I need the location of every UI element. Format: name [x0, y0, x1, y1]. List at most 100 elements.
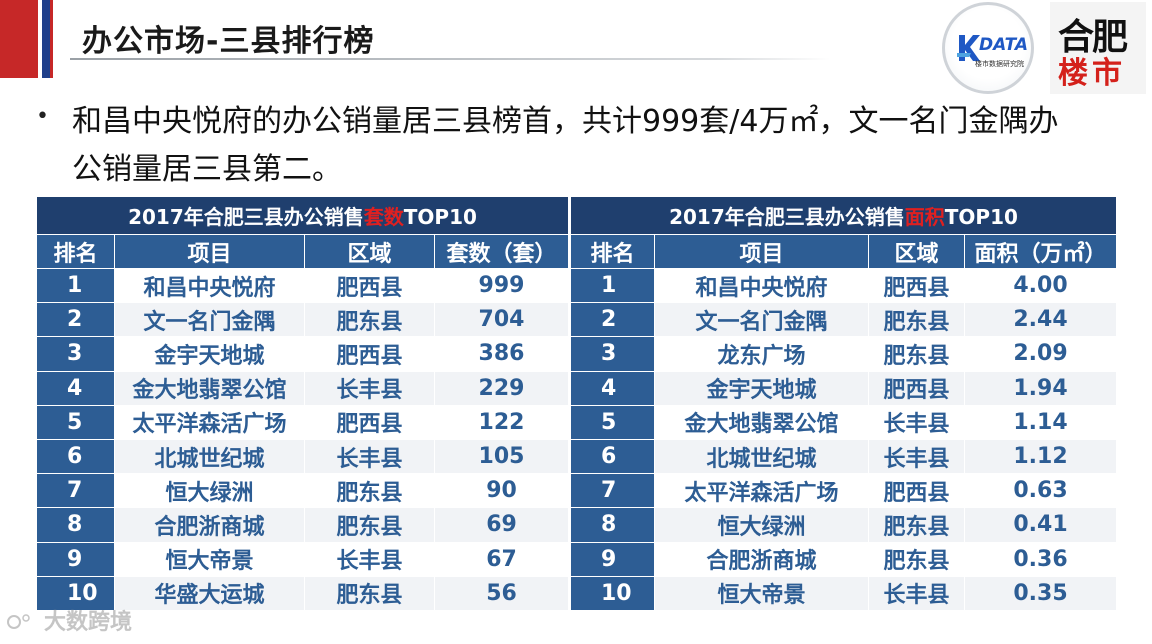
value-cell: 1.94 — [964, 370, 1117, 406]
table-row: 4 金宇天地城 肥西县 1.94 — [570, 370, 1117, 406]
table-row: 9 合肥浙商城 肥东县 0.36 — [570, 541, 1117, 577]
project-cell: 北城世纪城 — [114, 438, 305, 475]
col-header-rank: 排名 — [36, 234, 115, 269]
table-row: 5 金大地翡翠公馆 长丰县 1.14 — [570, 404, 1117, 440]
area-cell: 长丰县 — [868, 575, 965, 611]
hefei-logo-line2: 楼市 — [1058, 56, 1126, 91]
hefei-loushi-logo: 合肥 楼市 — [1050, 2, 1146, 94]
value-cell: 69 — [434, 507, 569, 543]
table-row: 1 和昌中央悦府 肥西县 4.00 — [570, 267, 1117, 304]
value-cell: 1.14 — [964, 404, 1117, 440]
project-cell: 恒大帝景 — [114, 541, 305, 577]
rank-cell: 7 — [36, 473, 115, 509]
units-table-caption: 2017年合肥三县办公销售套数TOP10 — [36, 196, 569, 235]
project-cell: 太平洋森活广场 — [114, 404, 305, 440]
table-row: 3 龙东广场 肥东县 2.09 — [570, 336, 1117, 372]
project-cell: 恒大帝景 — [654, 575, 869, 611]
col-header-size: 面积（万㎡） — [964, 234, 1117, 269]
title-divider — [70, 58, 830, 60]
hefei-logo-line1: 合肥 — [1058, 16, 1128, 58]
area-cell: 肥西县 — [868, 473, 965, 509]
value-cell: 2.44 — [964, 302, 1117, 338]
rank-cell: 2 — [570, 302, 655, 338]
rank-cell: 6 — [36, 438, 115, 475]
value-cell: 1.12 — [964, 438, 1117, 475]
value-cell: 999 — [434, 267, 569, 304]
project-cell: 金宇天地城 — [114, 336, 305, 372]
table-row: 9 恒大帝景 长丰县 67 — [36, 541, 569, 577]
value-cell: 0.63 — [964, 473, 1117, 509]
area-cell: 长丰县 — [868, 438, 965, 475]
units-ranking-table: 2017年合肥三县办公销售套数TOP10 排名 项目 区域 套数（套） 1 和昌中… — [36, 196, 569, 611]
project-cell: 金大地翡翠公馆 — [114, 370, 305, 406]
area-cell: 长丰县 — [304, 438, 435, 475]
rank-cell: 10 — [36, 575, 115, 611]
rank-cell: 3 — [570, 336, 655, 372]
value-cell: 2.09 — [964, 336, 1117, 372]
rank-cell: 4 — [36, 370, 115, 406]
table-row: 1 和昌中央悦府 肥西县 999 — [36, 267, 569, 304]
project-cell: 太平洋森活广场 — [654, 473, 869, 509]
col-header-rank: 排名 — [570, 234, 655, 269]
rank-cell: 4 — [570, 370, 655, 406]
value-cell: 0.41 — [964, 507, 1117, 543]
area-cell: 肥东县 — [304, 473, 435, 509]
project-cell: 合肥浙商城 — [654, 541, 869, 577]
watermark-text: 大数跨境 — [44, 610, 133, 635]
area-cell: 肥东县 — [868, 507, 965, 543]
project-cell: 北城世纪城 — [654, 438, 869, 475]
table-row: 5 太平洋森活广场 肥西县 122 — [36, 404, 569, 440]
col-header-area: 区域 — [868, 234, 965, 269]
kdata-k-icon — [957, 35, 980, 61]
area-cell: 肥西县 — [304, 336, 435, 372]
table-row: 10 恒大帝景 长丰县 0.35 — [570, 575, 1117, 611]
area-cell: 肥东县 — [868, 541, 965, 577]
project-cell: 恒大绿洲 — [114, 473, 305, 509]
accent-stripe-red — [0, 0, 38, 78]
area-cell: 肥西县 — [304, 404, 435, 440]
area-table-header: 排名 项目 区域 面积（万㎡） — [570, 234, 1117, 269]
value-cell: 67 — [434, 541, 569, 577]
value-cell: 0.36 — [964, 541, 1117, 577]
rank-cell: 8 — [36, 507, 115, 543]
value-cell: 90 — [434, 473, 569, 509]
rank-cell: 8 — [570, 507, 655, 543]
value-cell: 229 — [434, 370, 569, 406]
area-caption-highlight: 面积 — [904, 205, 945, 229]
rank-cell: 10 — [570, 575, 655, 611]
rank-cell: 5 — [36, 404, 115, 440]
table-row: 4 金大地翡翠公馆 长丰县 229 — [36, 370, 569, 406]
units-table-header: 排名 项目 区域 套数（套） — [36, 234, 569, 269]
value-cell: 386 — [434, 336, 569, 372]
area-cell: 长丰县 — [304, 541, 435, 577]
rank-cell: 5 — [570, 404, 655, 440]
area-ranking-table: 2017年合肥三县办公销售面积TOP10 排名 项目 区域 面积（万㎡） 1 和昌… — [570, 196, 1117, 611]
rank-cell: 6 — [570, 438, 655, 475]
value-cell: 122 — [434, 404, 569, 440]
area-table-caption: 2017年合肥三县办公销售面积TOP10 — [570, 196, 1117, 235]
area-cell: 长丰县 — [304, 370, 435, 406]
area-cell: 肥西县 — [868, 370, 965, 406]
units-caption-highlight: 套数 — [363, 205, 404, 229]
col-header-units: 套数（套） — [434, 234, 569, 269]
table-row: 2 文一名门金隅 肥东县 704 — [36, 302, 569, 338]
area-cell: 肥东县 — [868, 302, 965, 338]
project-cell: 金宇天地城 — [654, 370, 869, 406]
rank-cell: 3 — [36, 336, 115, 372]
table-row: 6 北城世纪城 长丰县 1.12 — [570, 438, 1117, 475]
rank-cell: 7 — [570, 473, 655, 509]
kdata-logo: DATA 楼市数据研究院 — [942, 2, 1034, 94]
watermark-icon — [7, 614, 30, 629]
accent-stripe-blue — [42, 0, 50, 78]
table-row: 2 文一名门金隅 肥东县 2.44 — [570, 302, 1117, 338]
table-row: 7 太平洋森活广场 肥西县 0.63 — [570, 473, 1117, 509]
area-cell: 肥西县 — [868, 267, 965, 304]
project-cell: 金大地翡翠公馆 — [654, 404, 869, 440]
page-title: 办公市场-三县排行榜 — [82, 24, 375, 59]
area-cell: 长丰县 — [868, 404, 965, 440]
project-cell: 龙东广场 — [654, 336, 869, 372]
project-cell: 合肥浙商城 — [114, 507, 305, 543]
area-cell: 肥东县 — [304, 507, 435, 543]
table-row: 7 恒大绿洲 肥东县 90 — [36, 473, 569, 509]
value-cell: 0.35 — [964, 575, 1117, 611]
